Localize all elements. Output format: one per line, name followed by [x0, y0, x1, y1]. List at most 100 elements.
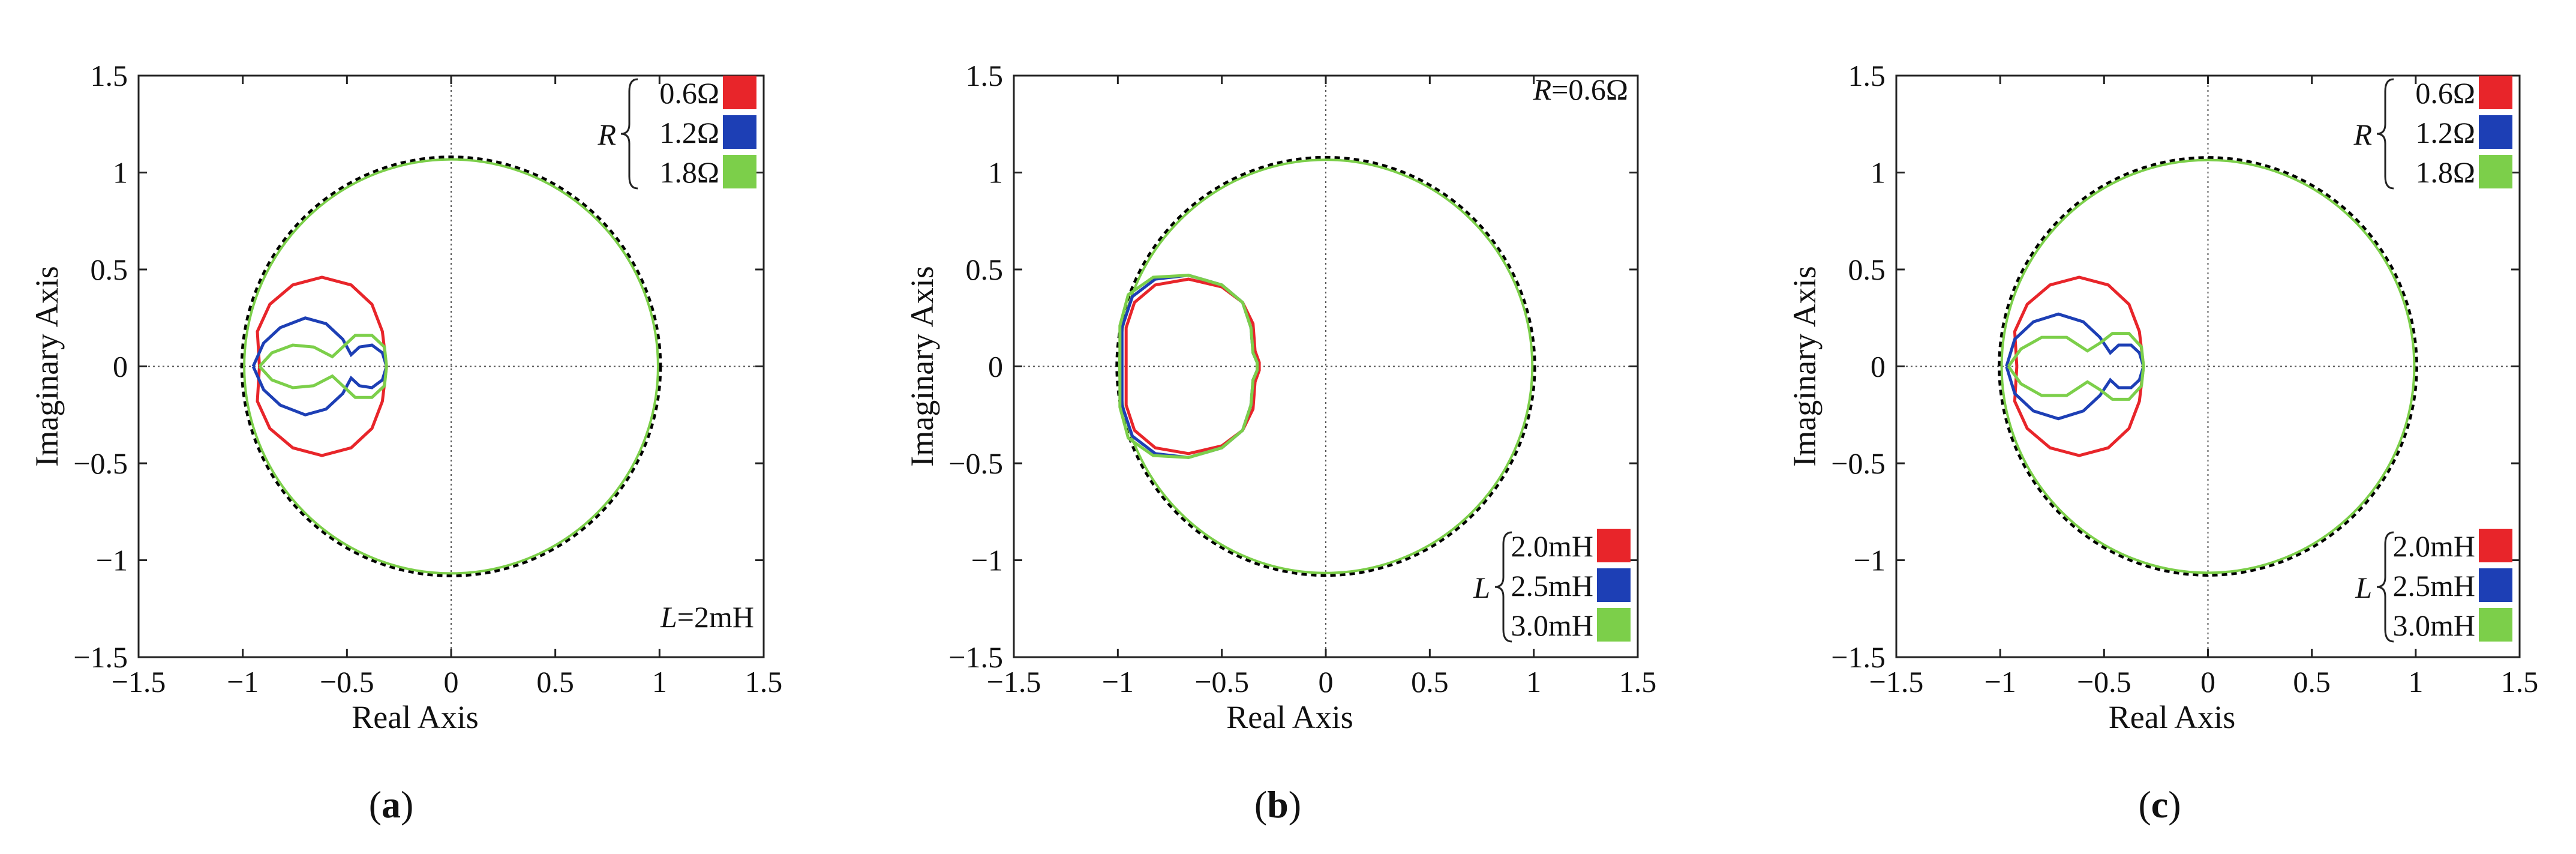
y-tick-label: −1: [96, 544, 128, 577]
legend-entry: 2.5mH: [1511, 569, 1594, 603]
y-tick-label: −1.5: [73, 640, 128, 674]
y-tick-label: 0: [113, 350, 128, 383]
x-tick-label: 0: [1319, 665, 1334, 699]
legend-swatch: [723, 115, 756, 149]
caption-letter: a: [382, 783, 401, 826]
series-curve-3: [258, 334, 388, 399]
legend-entry: 0.6Ω: [2415, 76, 2475, 110]
y-tick-label: 0.5: [966, 253, 1004, 286]
chart-panel-a: −1.5 −1 −0.5 0 0.5 1 1.5 1.5 1 0.5 0 −0.5 −1 −1.5 Real…: [29, 59, 782, 826]
annotation-param: R: [1533, 73, 1552, 106]
unit-circle: [1998, 156, 2418, 577]
legend-entry: 2.5mH: [2393, 569, 2476, 603]
x-tick-label: −1: [227, 665, 259, 699]
y-axis-label: Imaginary Axis: [904, 266, 940, 466]
panel-caption: (a): [369, 783, 414, 826]
x-tick-label: 1.5: [745, 665, 783, 699]
x-tick-label: 0.5: [2293, 665, 2331, 699]
y-axis-label: Imaginary Axis: [29, 266, 65, 466]
x-tick-label: −1: [1102, 665, 1134, 699]
y-tick-label: 0: [988, 350, 1003, 383]
x-tick-label: 1.5: [2501, 665, 2539, 699]
legend-brace: [2376, 531, 2394, 643]
legend-swatch: [1597, 568, 1631, 602]
x-tick-label: 0.5: [1411, 665, 1449, 699]
unit-circle-overlay: [243, 158, 659, 575]
x-tick-label: −1.5: [1869, 665, 1924, 699]
x-axis-label: Real Axis: [1226, 699, 1353, 735]
x-tick-label: 0: [444, 665, 459, 699]
unit-circle: [1115, 155, 1536, 577]
x-tick-label: −0.5: [320, 665, 374, 699]
series-curve-3: [1118, 274, 1259, 459]
caption-letter: c: [2151, 783, 2168, 826]
legend-entry: 2.0mH: [1511, 529, 1594, 563]
legend-swatch: [2479, 529, 2512, 562]
x-tick-label: −1.5: [987, 665, 1041, 699]
legend-swatch: [2479, 608, 2512, 642]
y-tick-label: 1.5: [966, 59, 1004, 92]
legend-entry: 3.0mH: [1511, 609, 1594, 642]
x-tick-label: −0.5: [1194, 665, 1249, 699]
panel-caption: (c): [2138, 783, 2181, 826]
y-tick-label: 1: [1871, 156, 1886, 190]
annotation: L=2mH: [660, 600, 754, 634]
panel-caption: (b): [1254, 783, 1301, 826]
legend-entry: 1.8Ω: [2415, 155, 2475, 189]
unit-circle-overlay: [2000, 158, 2416, 574]
annotation: R=0.6Ω: [1533, 73, 1628, 106]
legend-entry: 1.2Ω: [2415, 116, 2475, 149]
series-curve-2: [1120, 274, 1259, 459]
x-tick-label: −1: [1984, 665, 2016, 699]
caption-paren-close: ): [2168, 783, 2181, 826]
y-tick-label: −1: [971, 544, 1003, 577]
legend-L: 2.0mH 2.5mH 3.0mH L: [2355, 529, 2512, 643]
unit-circle: [240, 155, 662, 577]
caption-paren-open: (: [369, 783, 382, 826]
series-curve-1: [1124, 277, 1261, 456]
y-tick-label: 1: [988, 156, 1003, 190]
y-tick-label: −1: [1854, 544, 1886, 577]
legend-R: 0.6Ω 1.2Ω 1.8Ω R: [2353, 76, 2512, 190]
legend-L: 2.0mH 2.5mH 3.0mH L: [1473, 529, 1631, 643]
legend-entry: 3.0mH: [2393, 609, 2476, 642]
legend-brace: [1494, 531, 1512, 643]
x-axis-label: Real Axis: [2109, 699, 2236, 735]
x-axis-label: Real Axis: [352, 699, 479, 735]
y-tick-label: −1.5: [948, 640, 1003, 674]
caption-paren-open: (: [1254, 783, 1267, 826]
x-tick-label: −0.5: [2077, 665, 2131, 699]
legend-brace: [620, 78, 638, 190]
legend-entry: 0.6Ω: [659, 76, 719, 110]
chart-panel-b: −1.5 −1 −0.5 0 0.5 1 1.5 1.5 1 0.5 0 −0.5 −1 −1.5 Real…: [904, 59, 1656, 826]
annotation-param: L: [660, 600, 677, 634]
legend-swatch: [2479, 76, 2512, 109]
caption-paren-open: (: [2138, 783, 2151, 826]
y-tick-label: −0.5: [1831, 447, 1886, 480]
legend-swatch: [723, 155, 756, 188]
y-tick-label: −1.5: [1831, 640, 1886, 674]
legend-param: R: [597, 118, 616, 151]
caption-letter: b: [1267, 783, 1289, 826]
y-tick-label: 0.5: [1848, 253, 1886, 286]
y-tick-label: −0.5: [948, 447, 1003, 480]
y-axis-label: Imaginary Axis: [1787, 266, 1823, 466]
x-tick-label: 0: [2200, 665, 2215, 699]
x-tick-label: 1: [652, 665, 667, 699]
legend-swatch: [2479, 155, 2512, 188]
y-tick-label: 0.5: [91, 253, 128, 286]
legend-swatch: [1597, 529, 1631, 562]
legend-param: L: [1473, 571, 1490, 604]
y-tick-label: 0: [1871, 350, 1886, 383]
y-tick-label: 1.5: [91, 59, 128, 92]
y-tick-label: 1: [113, 156, 128, 190]
legend-swatch: [1597, 608, 1631, 642]
x-tick-label: 1: [2408, 665, 2423, 699]
annotation-value: =2mH: [677, 600, 754, 634]
legend-entry: 1.2Ω: [659, 116, 719, 149]
legend-param: L: [2355, 571, 2372, 604]
legend-swatch: [2479, 115, 2512, 149]
y-tick-label: 1.5: [1848, 59, 1886, 92]
x-tick-label: 1.5: [1619, 665, 1657, 699]
